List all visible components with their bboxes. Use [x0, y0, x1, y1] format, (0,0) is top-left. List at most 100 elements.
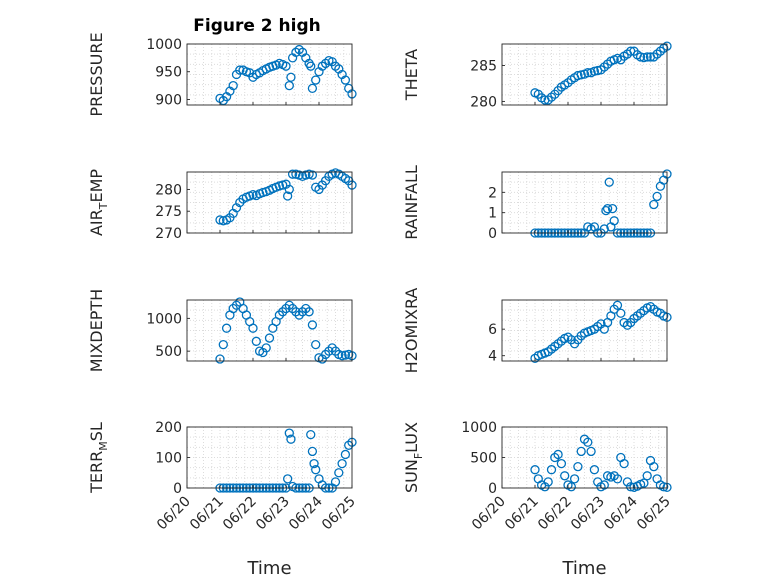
data-point [311, 75, 321, 85]
data-point [626, 482, 636, 492]
y-axis-label: THETA [402, 49, 421, 101]
y-axis-label: H2OMIXRA [402, 288, 421, 374]
axes-box [501, 43, 668, 106]
axes-box [501, 299, 668, 362]
data-point [330, 477, 341, 487]
data-point [320, 349, 331, 360]
y-tick-label: 270 [155, 226, 182, 242]
data-point [553, 449, 563, 460]
y-axis-label: RAINFALL [402, 165, 421, 240]
data-point [307, 320, 318, 330]
data-point [599, 480, 609, 490]
data-point [218, 339, 228, 350]
data-point [337, 458, 347, 469]
data-point [560, 471, 570, 481]
data-point [589, 465, 600, 475]
data-point [566, 482, 576, 492]
data-point [569, 474, 580, 484]
data-point [601, 205, 611, 216]
y-tick-label: 2 [488, 185, 497, 201]
data-point [291, 307, 301, 317]
data-point [607, 203, 618, 214]
data-point [286, 434, 296, 444]
data-point [324, 346, 334, 356]
data-point [306, 429, 316, 440]
data-point [221, 323, 232, 333]
subplot-pressure: 900 950 1000 PRESSURE [87, 32, 357, 117]
data-point [543, 477, 553, 487]
axes-box [186, 299, 353, 362]
y-tick-label: 900 [155, 92, 182, 108]
data-point [642, 471, 652, 481]
y-tick-label: 100 [155, 451, 182, 467]
data-point [284, 184, 294, 195]
x-axis-label: Time [246, 558, 291, 579]
y-tick-label: 275 [155, 204, 182, 220]
y-tick-label: 0 [488, 226, 497, 242]
data-point [609, 216, 619, 226]
y-tick-label: 200 [155, 420, 182, 436]
data-point [294, 310, 304, 320]
data-point [583, 437, 593, 447]
y-axis-label: SUNFLUX [402, 422, 425, 493]
data-point [576, 446, 586, 457]
y-axis-label: TERRMSL [87, 422, 110, 494]
data-point [340, 75, 351, 85]
y-tick-label: 0 [488, 481, 497, 497]
data-point [602, 203, 613, 214]
data-point [286, 72, 296, 82]
data-point [264, 333, 275, 343]
data-point [586, 446, 596, 457]
data-point [619, 458, 629, 469]
data-point [639, 52, 649, 63]
data-point [612, 474, 623, 484]
y-tick-label: 500 [155, 344, 182, 360]
subplot-air-temp: 270 275 280 AIRTEMP [87, 168, 357, 242]
data-point [307, 83, 318, 94]
data-point [304, 307, 314, 317]
axes-box [186, 43, 353, 106]
data-point [311, 339, 321, 350]
data-point [311, 465, 321, 475]
data-point [287, 169, 298, 179]
data-point [334, 468, 344, 478]
data-point [282, 191, 293, 201]
data-point [635, 52, 646, 62]
data-point [327, 343, 337, 353]
data-point [309, 458, 319, 469]
data-point [583, 68, 593, 78]
data-point [215, 354, 225, 364]
data-point [659, 482, 669, 492]
data-point [307, 446, 318, 457]
data-point [281, 61, 291, 71]
data-point [649, 199, 659, 210]
data-point [649, 461, 659, 472]
data-point [612, 300, 623, 310]
data-point [576, 70, 586, 80]
data-point [616, 308, 626, 318]
data-point [284, 300, 294, 310]
figure-title: Figure 2 high [193, 16, 321, 36]
data-point [301, 303, 311, 314]
data-point [604, 177, 614, 187]
y-tick-label: 280 [155, 182, 182, 198]
y-axis-label: PRESSURE [87, 32, 106, 116]
data-point [330, 346, 341, 356]
y-tick-label: 4 [488, 349, 497, 365]
y-tick-label: 1000 [146, 311, 182, 327]
data-point [228, 303, 238, 314]
y-tick-label: 1 [488, 206, 497, 222]
subplot-h2omixra: 4 6 H2OMIXRA [402, 288, 672, 374]
data-point [287, 303, 298, 314]
data-point [639, 478, 649, 488]
data-point [307, 170, 318, 180]
y-tick-label: 1000 [461, 420, 497, 436]
data-point [284, 428, 294, 438]
y-tick-label: 0 [173, 481, 182, 497]
x-axis-label: Time [561, 558, 606, 579]
axes-box [501, 171, 668, 234]
data-point [235, 65, 245, 75]
data-point [251, 336, 261, 346]
y-tick-label: 285 [470, 59, 497, 75]
y-axis-label: AIRTEMP [87, 169, 110, 236]
